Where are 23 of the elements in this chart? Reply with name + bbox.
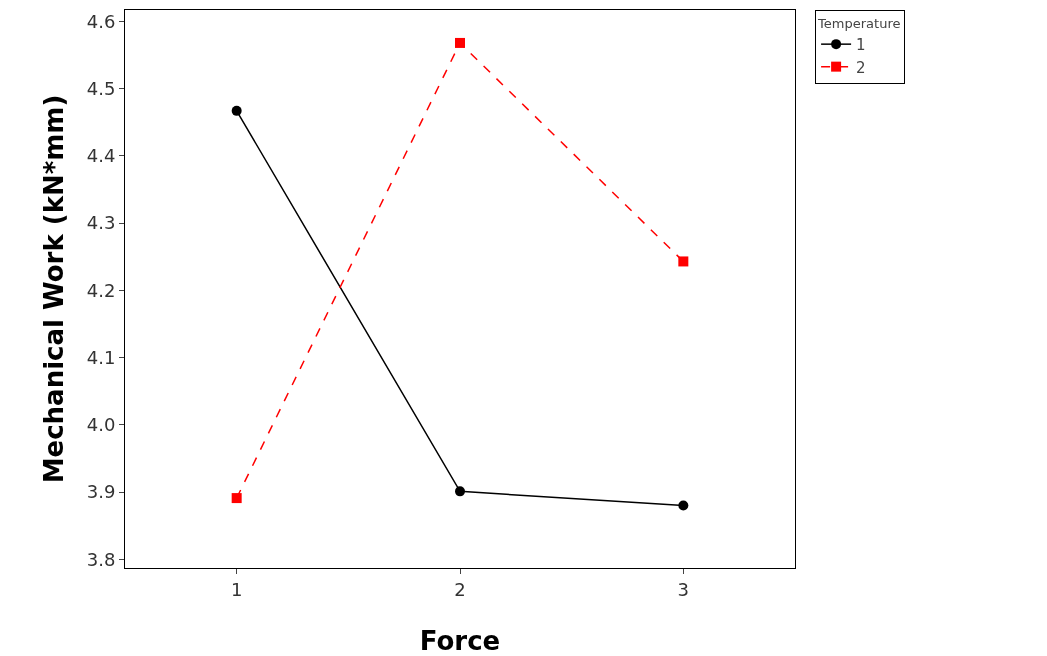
legend-title: Temperature xyxy=(817,15,901,31)
y-tick-label: 3.8 xyxy=(86,548,116,570)
legend-label: 2 xyxy=(856,58,866,77)
y-tick-label: 4.1 xyxy=(86,346,116,368)
point xyxy=(678,256,689,267)
point xyxy=(455,486,465,497)
x-axis-title: Force xyxy=(419,626,501,656)
legend-label: 1 xyxy=(856,36,866,54)
point xyxy=(678,500,689,511)
point xyxy=(455,37,465,48)
x-tick-label: 1 xyxy=(230,578,243,600)
point xyxy=(231,493,242,504)
y-tick-label: 4.0 xyxy=(86,414,116,436)
y-tick-label: 4.2 xyxy=(86,279,116,301)
y-tick-label: 4.3 xyxy=(86,212,116,234)
y-axis-title: Mechanical Work (kN*mm) xyxy=(39,94,69,484)
y-tick-label: 4.6 xyxy=(86,10,116,32)
y-tick-label: 4.4 xyxy=(86,145,116,167)
y-tick-label: 4.5 xyxy=(86,77,116,99)
point xyxy=(231,105,242,116)
y-tick-label: 3.9 xyxy=(86,481,116,503)
x-tick-label: 2 xyxy=(454,578,466,600)
x-tick-label: 3 xyxy=(677,578,690,600)
